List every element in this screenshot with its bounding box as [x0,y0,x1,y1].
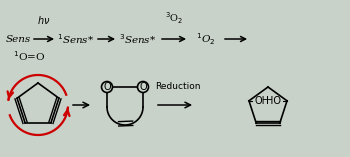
Text: HO: HO [266,96,281,106]
Text: $h\nu$: $h\nu$ [37,14,51,26]
Text: $^1$Sens*: $^1$Sens* [57,32,94,46]
Text: O: O [103,82,111,92]
Text: $^1$O=O: $^1$O=O [13,49,45,63]
Text: $^3$O$_2$: $^3$O$_2$ [165,10,183,26]
Text: $^3$Sens*: $^3$Sens* [119,32,157,46]
Text: Sens: Sens [5,35,31,43]
Text: OH: OH [255,96,270,106]
Text: Reduction: Reduction [155,82,201,91]
Text: O: O [139,82,147,92]
Text: $^1$O$_2$: $^1$O$_2$ [196,31,216,47]
